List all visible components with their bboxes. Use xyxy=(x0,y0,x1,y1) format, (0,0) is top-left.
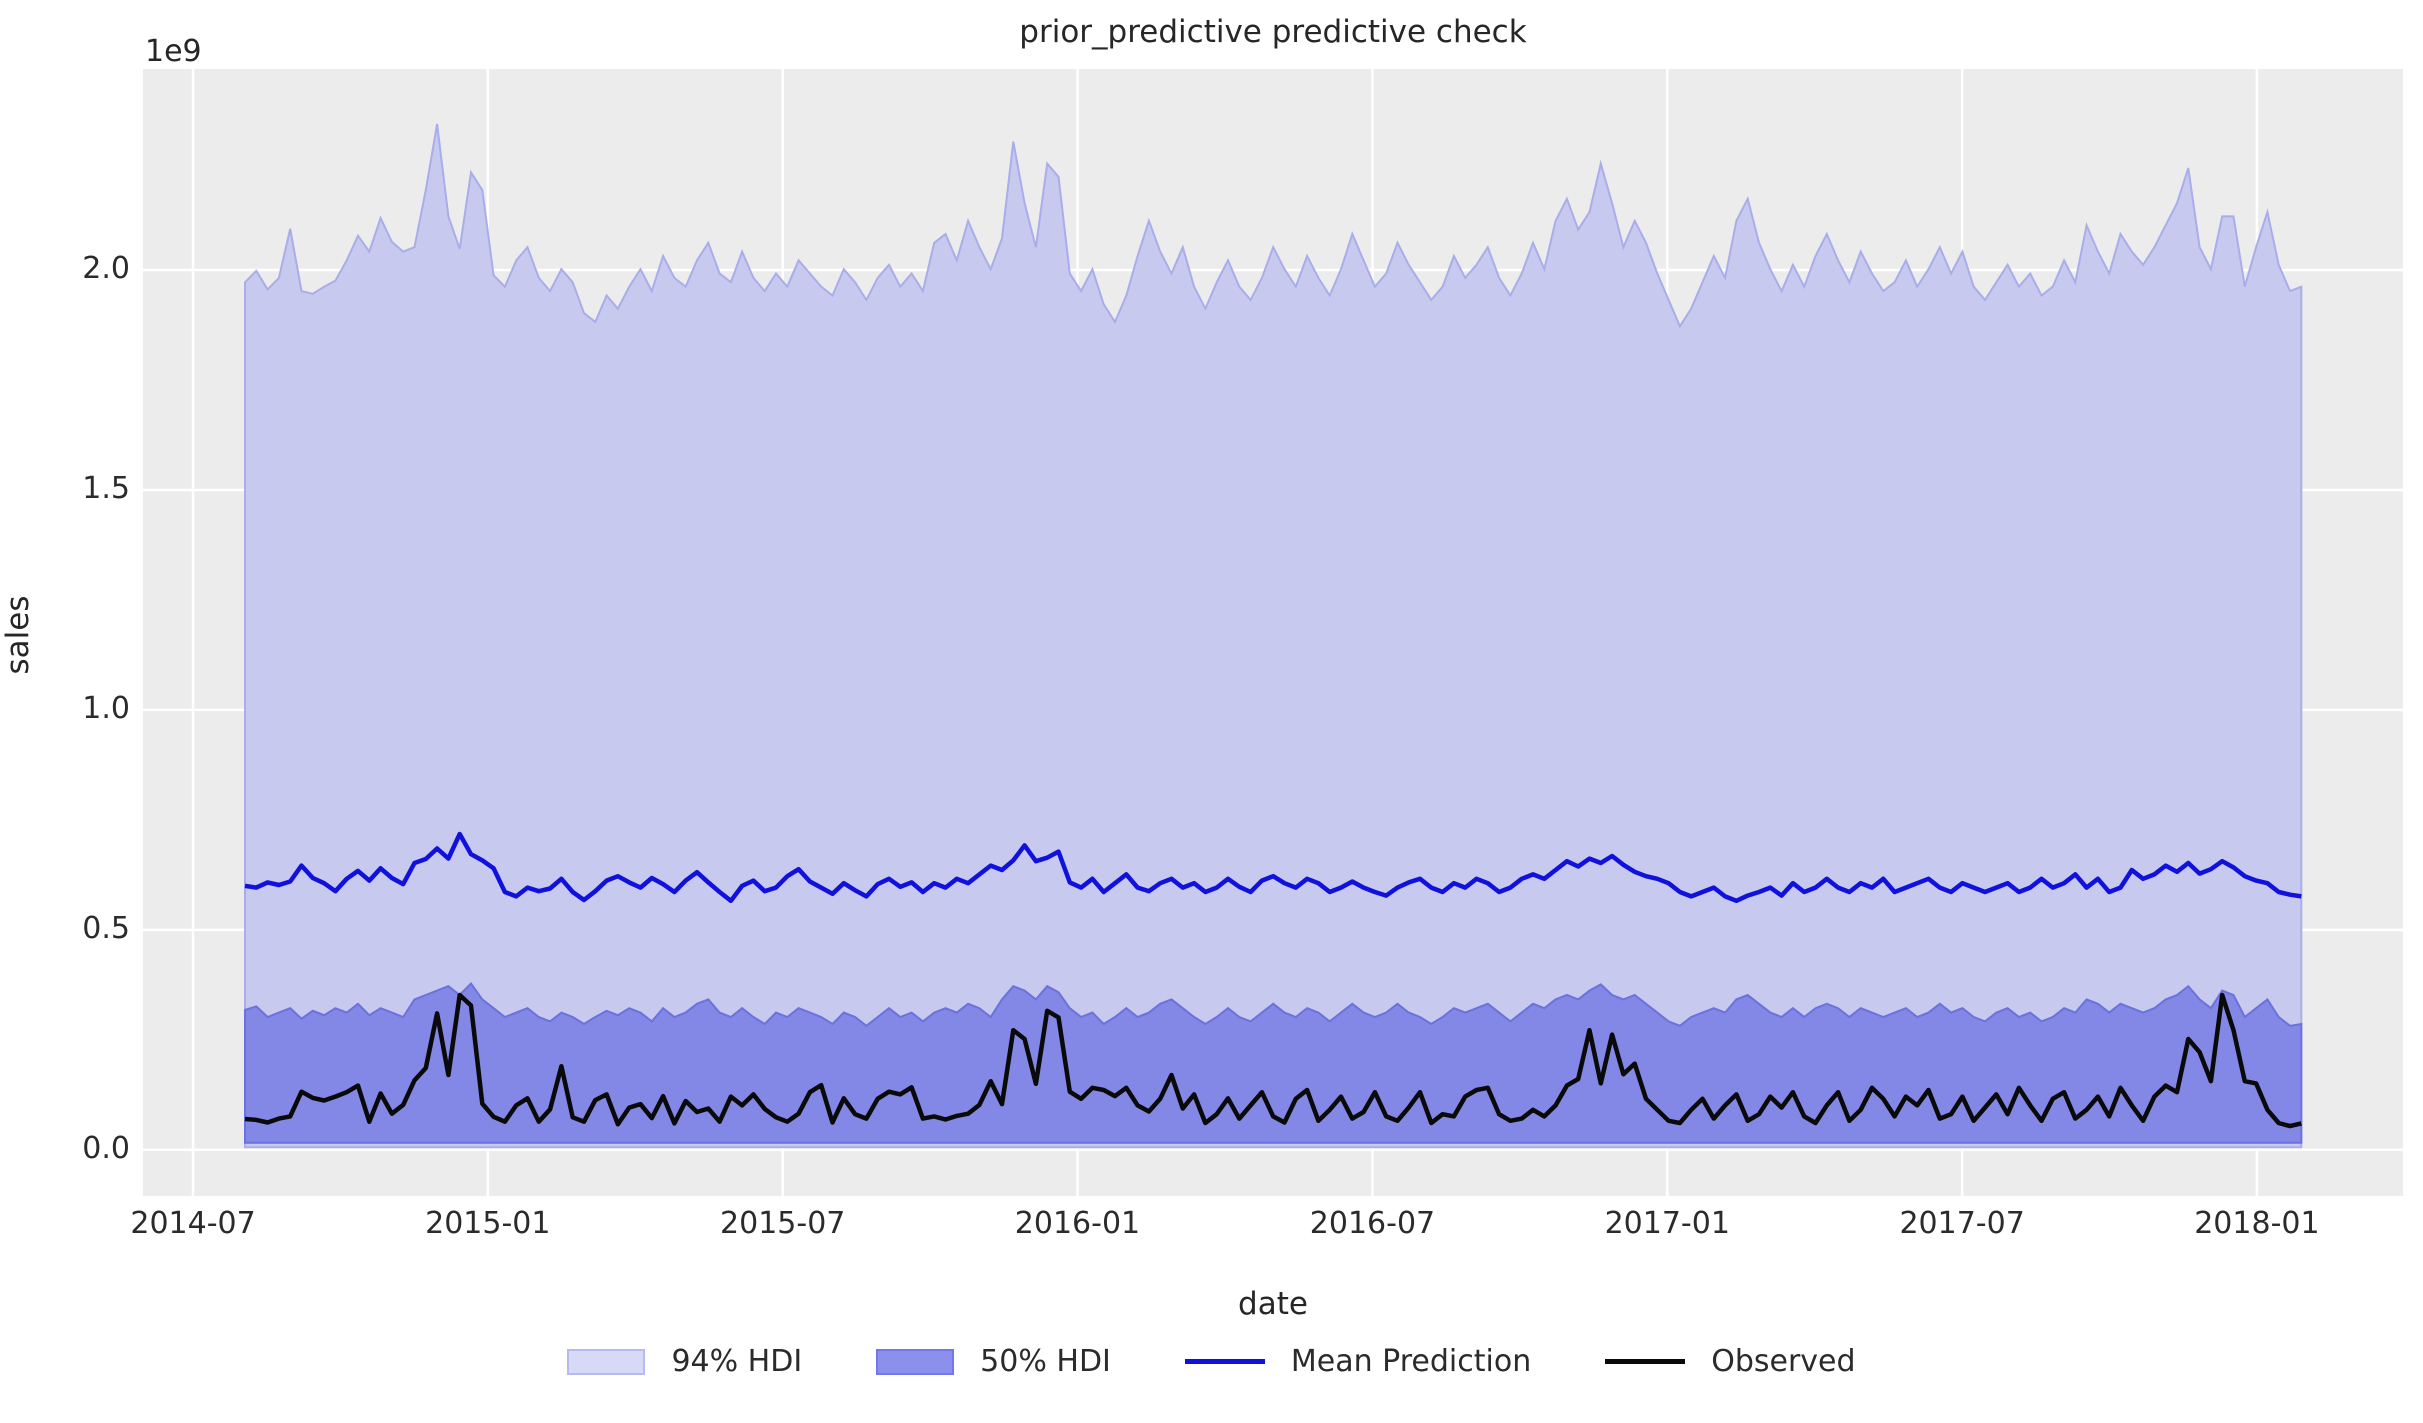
legend-label: Mean Prediction xyxy=(1290,1344,1532,1379)
legend-label: Observed xyxy=(1711,1344,1856,1379)
y-tick-label: 0.5 xyxy=(82,910,130,946)
x-tick-label: 2017-01 xyxy=(1604,1206,1730,1241)
y-tick-label: 1.5 xyxy=(82,470,130,506)
x-tick-label: 2015-01 xyxy=(425,1206,551,1241)
legend-item-mean-prediction: Mean Prediction xyxy=(1184,1344,1532,1379)
y-tick-label: 2.0 xyxy=(82,251,130,287)
line-mean-prediction xyxy=(244,831,2302,904)
mean-line-swatch-icon xyxy=(1184,1359,1265,1364)
x-tick-label: 2016-07 xyxy=(1309,1206,1436,1241)
x-tick-label: 2018-01 xyxy=(2194,1206,2320,1241)
hdi94-swatch-icon xyxy=(567,1348,646,1375)
hdi50-swatch-icon xyxy=(876,1348,955,1375)
observed-line-swatch-icon xyxy=(1605,1359,1686,1364)
y-axis-offset-label: 1e9 xyxy=(145,34,202,69)
chart-title: prior_predictive predictive check xyxy=(1019,14,1527,50)
legend-item-50-hdi: 50% HDI xyxy=(876,1344,1111,1379)
y-tick-label: 0.0 xyxy=(82,1130,130,1166)
x-axis-label: date xyxy=(1238,1286,1308,1322)
line-observed xyxy=(244,992,2302,1129)
y-tick-label: 1.0 xyxy=(82,690,130,726)
x-tick-label: 2017-07 xyxy=(1899,1206,2025,1241)
legend-item-94-hdi: 94% HDI xyxy=(567,1344,802,1379)
legend-item-observed: Observed xyxy=(1605,1344,1856,1379)
x-tick-label: 2016-01 xyxy=(1014,1206,1141,1241)
legend-label: 50% HDI xyxy=(980,1344,1111,1379)
x-tick-label: 2015-07 xyxy=(720,1206,846,1241)
legend: 94% HDI 50% HDI Mean Prediction Observed xyxy=(0,1344,2423,1379)
x-tick-label: 2014-07 xyxy=(130,1206,256,1241)
legend-label: 94% HDI xyxy=(671,1344,803,1379)
